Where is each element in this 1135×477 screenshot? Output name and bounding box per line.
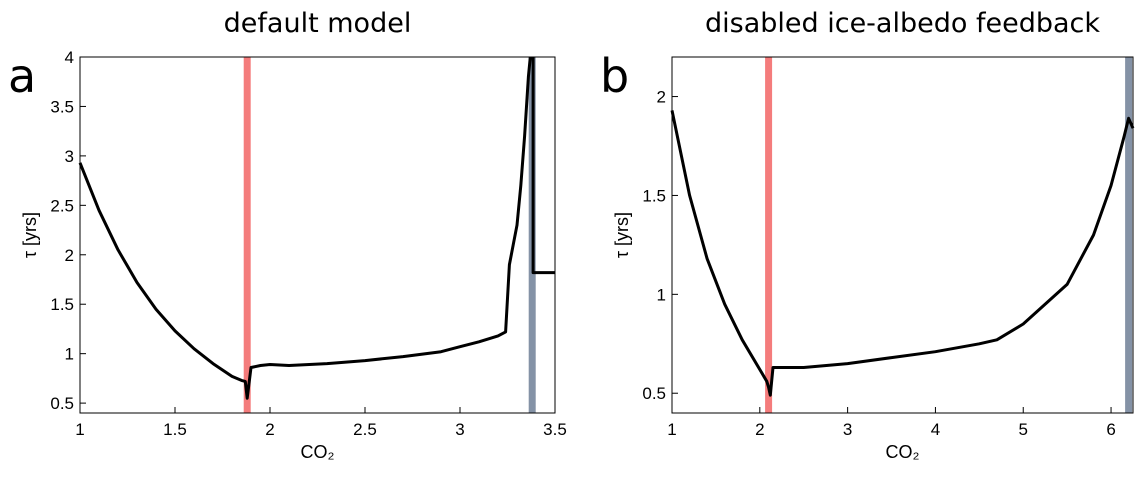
y-tick-label: 0.5	[50, 394, 74, 413]
chart-title: default model	[224, 8, 412, 39]
y-axis-label: τ [yrs]	[20, 212, 40, 258]
x-tick-label: 2.5	[353, 420, 377, 439]
x-tick-label: 5	[1019, 420, 1028, 439]
x-tick-label: 2	[755, 420, 764, 439]
x-tick-label: 4	[931, 420, 940, 439]
x-tick-label: 1	[75, 420, 84, 439]
y-tick-label: 2.5	[50, 196, 74, 215]
x-tick-label: 1	[667, 420, 676, 439]
x-tick-label: 6	[1106, 420, 1115, 439]
plot-frame	[79, 56, 556, 414]
panel-label: b	[600, 49, 629, 103]
y-tick-label: 1.5	[642, 186, 666, 205]
x-axis-label: CO₂	[886, 442, 920, 462]
y-tick-label: 1	[65, 345, 74, 364]
x-tick-label: 1.5	[163, 420, 187, 439]
y-tick-label: 1.5	[50, 295, 74, 314]
chart-title: disabled ice-albedo feedback	[705, 8, 1100, 39]
y-axis-label: τ [yrs]	[612, 212, 632, 258]
y-tick-label: 3	[65, 147, 74, 166]
data-line	[78, 56, 555, 400]
y-tick-label: 1	[657, 285, 666, 304]
x-tick-label: 3	[455, 420, 464, 439]
y-tick-label: 4	[65, 48, 74, 67]
y-tick-label: 0.5	[642, 384, 666, 403]
panel-label: a	[8, 49, 36, 103]
y-tick-label: 3.5	[50, 97, 74, 116]
x-tick-label: 3.5	[543, 420, 567, 439]
y-tick-label: 2	[65, 246, 74, 265]
x-tick-label: 2	[265, 420, 274, 439]
x-tick-label: 3	[843, 420, 852, 439]
plot-frame	[671, 56, 1134, 414]
data-line	[670, 110, 1135, 397]
y-tick-label: 2	[657, 88, 666, 107]
x-axis-label: CO₂	[301, 442, 335, 462]
